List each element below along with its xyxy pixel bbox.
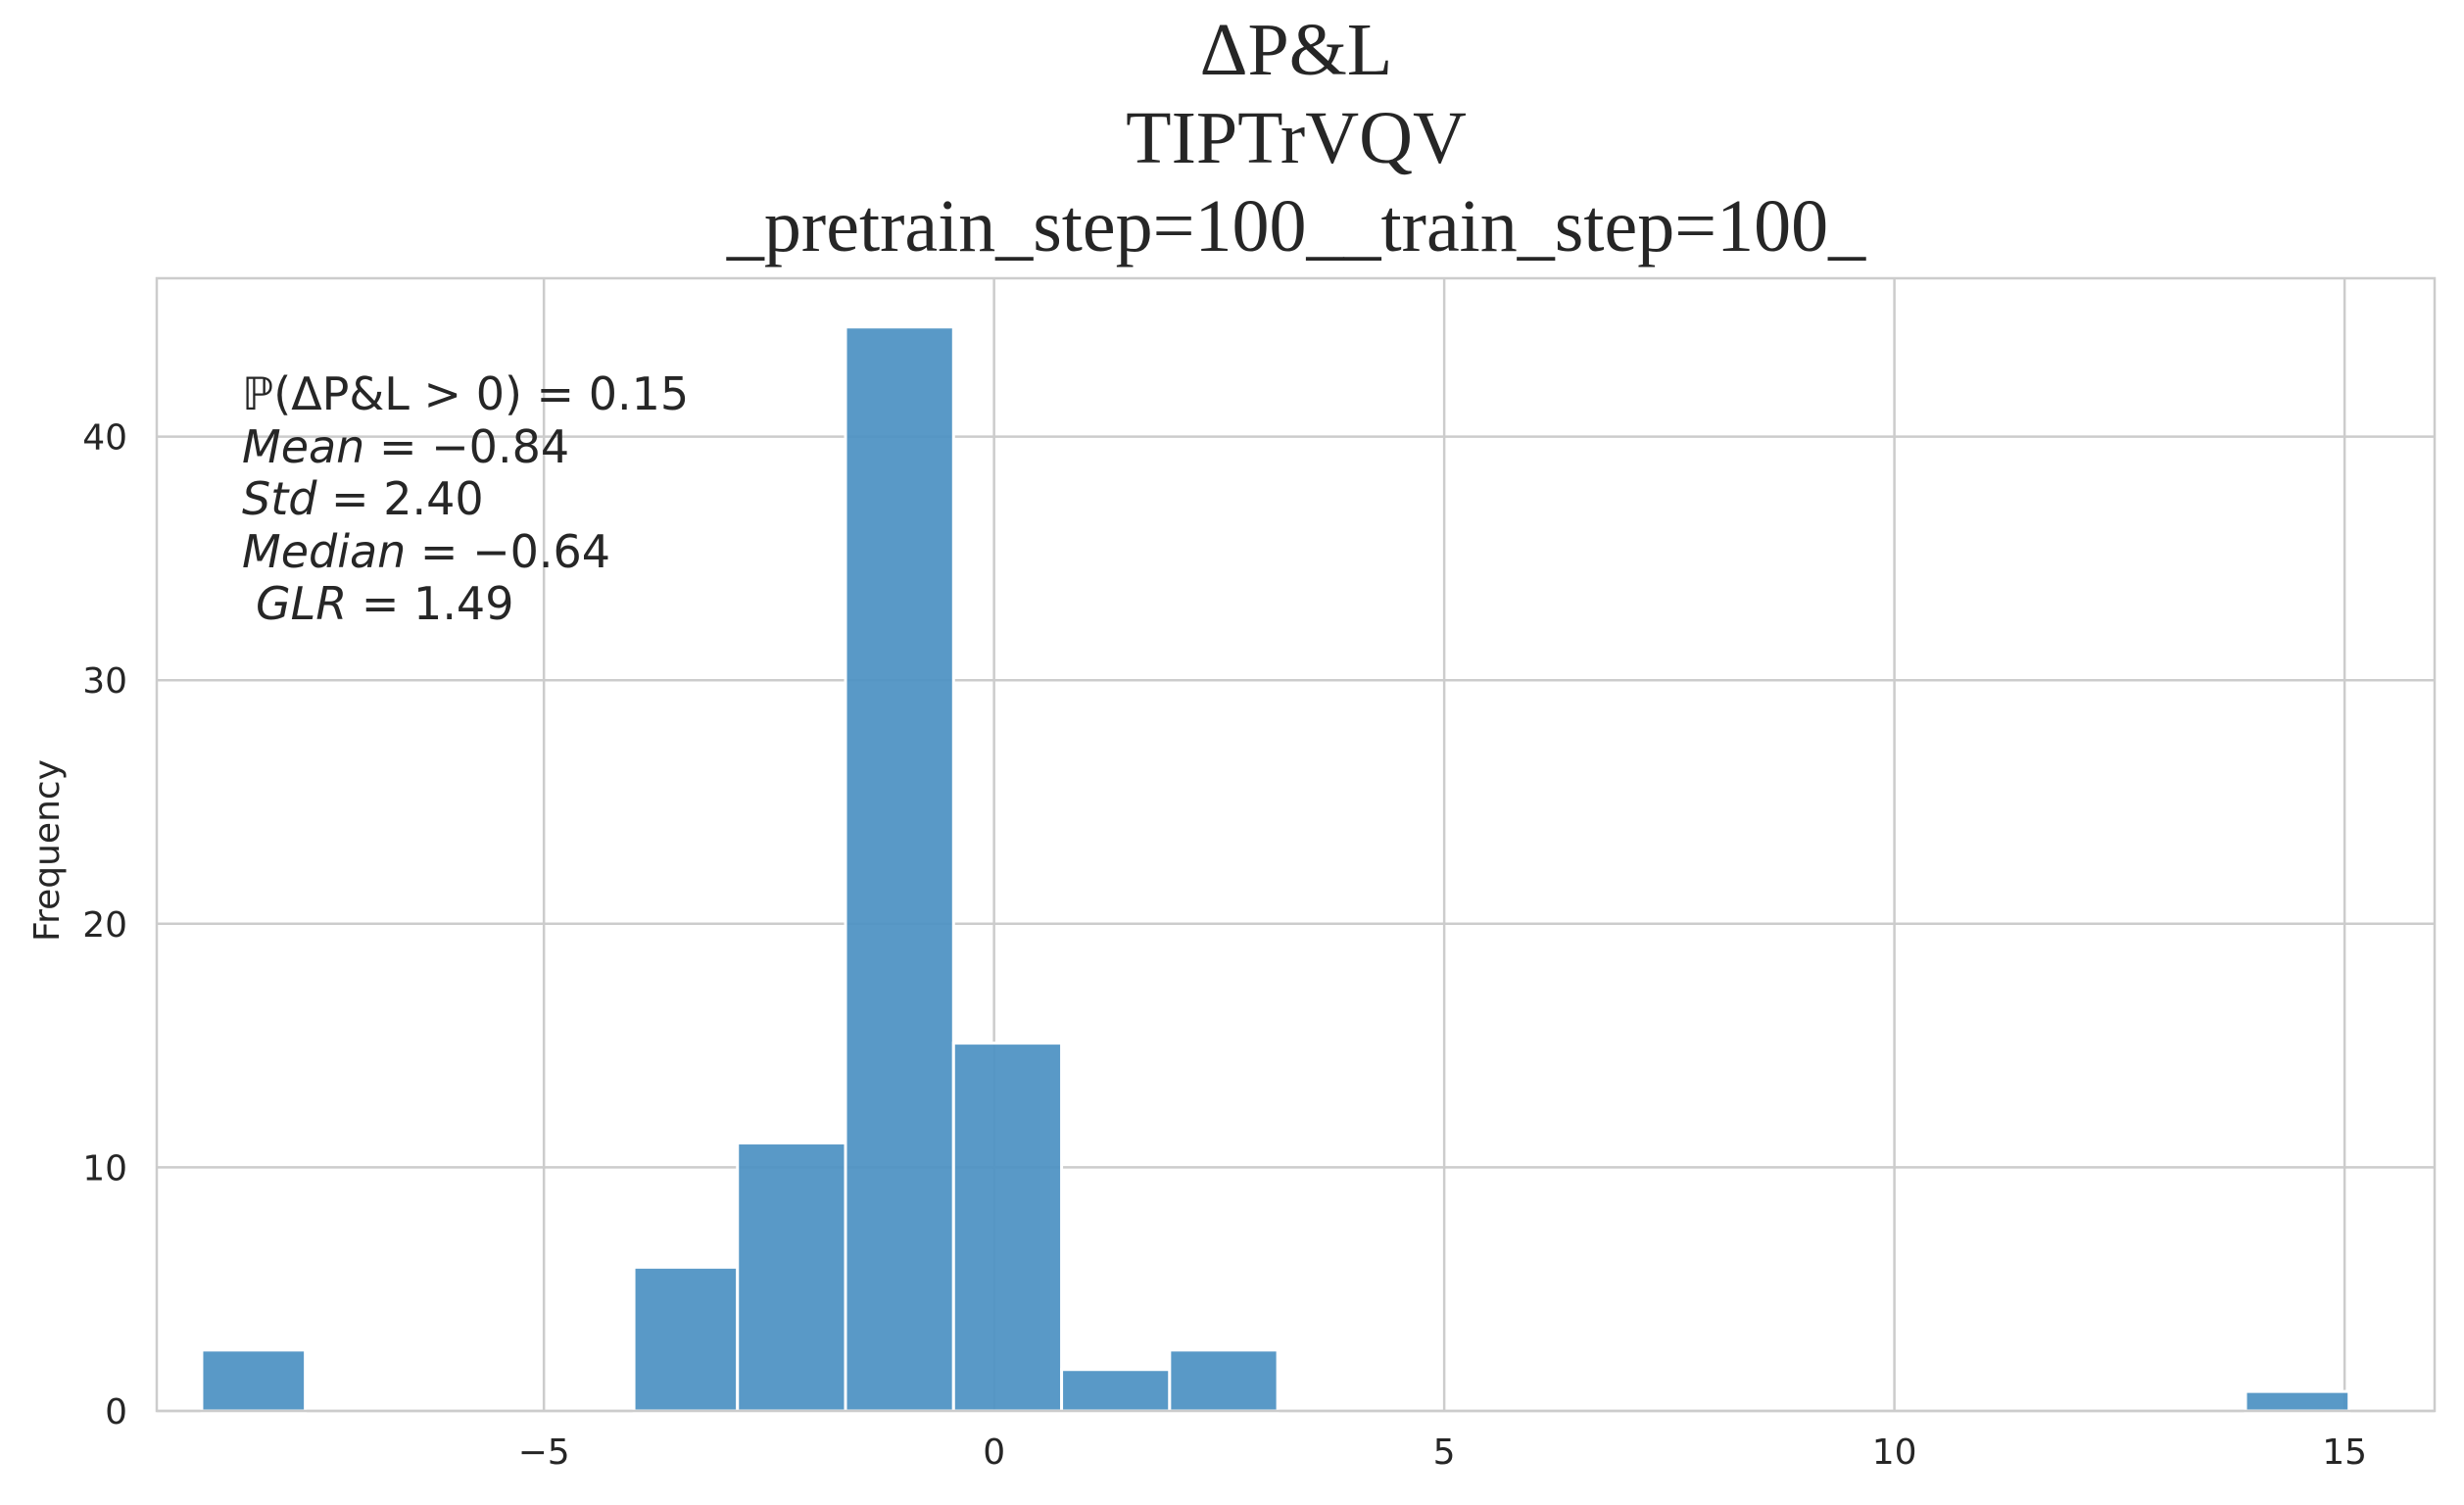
stat-glr: GLR = 1.49	[256, 577, 513, 630]
x-tick-label: −5	[518, 1432, 570, 1473]
chart-title-line-1: ΔP&L	[1200, 9, 1393, 91]
stat-std: Std = 2.40	[242, 472, 484, 525]
stat-median-value: −0.64	[472, 525, 610, 578]
stat-mean-label: Mean	[242, 420, 364, 473]
stat-probability: ℙ(ΔP&L > 0) = 0.15	[242, 367, 689, 420]
histogram-bar	[951, 1042, 1064, 1413]
x-tick-label: 5	[1433, 1432, 1456, 1473]
stats-annotation: ℙ(ΔP&L > 0) = 0.15 Mean = −0.84 Std = 2.…	[242, 367, 689, 630]
histogram-bar	[2244, 1389, 2351, 1413]
histogram-bar	[1060, 1368, 1172, 1413]
stat-glr-label: GLR	[256, 577, 347, 630]
y-axis-label: Frequency	[27, 759, 68, 942]
stat-probability-value: 0.15	[589, 367, 689, 420]
stat-probability-label: ℙ(ΔP&L > 0)	[242, 367, 522, 420]
y-tick-label: 30	[82, 661, 127, 702]
histogram-bar	[844, 325, 955, 1413]
plot-frame	[155, 276, 2437, 1413]
x-tick-label: 15	[2322, 1432, 2367, 1473]
stat-std-label: Std	[242, 472, 317, 525]
histogram-bar	[200, 1348, 308, 1413]
y-tick-label: 10	[82, 1148, 127, 1189]
histogram-bars	[200, 325, 2351, 1413]
stat-median: Median = −0.64	[242, 525, 610, 578]
x-tick-label: 10	[1872, 1432, 1917, 1473]
y-tick-label: 40	[82, 418, 127, 459]
histogram-bar	[1168, 1348, 1280, 1413]
stat-glr-value: 1.49	[413, 577, 513, 630]
chart-title-line-3: _pretrain_step=100__train_step=100_	[726, 185, 1866, 267]
chart-title-line-2: TIPTrVQV	[1126, 97, 1467, 179]
y-tick-label: 0	[105, 1392, 127, 1432]
histogram-bar	[736, 1141, 847, 1413]
x-tick-label: 0	[983, 1432, 1005, 1473]
stat-std-value: 2.40	[383, 472, 483, 525]
stat-mean: Mean = −0.84	[242, 420, 569, 473]
x-axis-ticks: −5 0 5 10 15	[518, 1432, 2367, 1473]
stat-median-label: Median	[242, 525, 406, 578]
stat-mean-value: −0.84	[431, 420, 569, 473]
histogram-bar	[632, 1265, 740, 1413]
y-tick-label: 20	[82, 905, 127, 946]
y-axis-ticks: 0 10 20 30 40	[82, 418, 127, 1432]
